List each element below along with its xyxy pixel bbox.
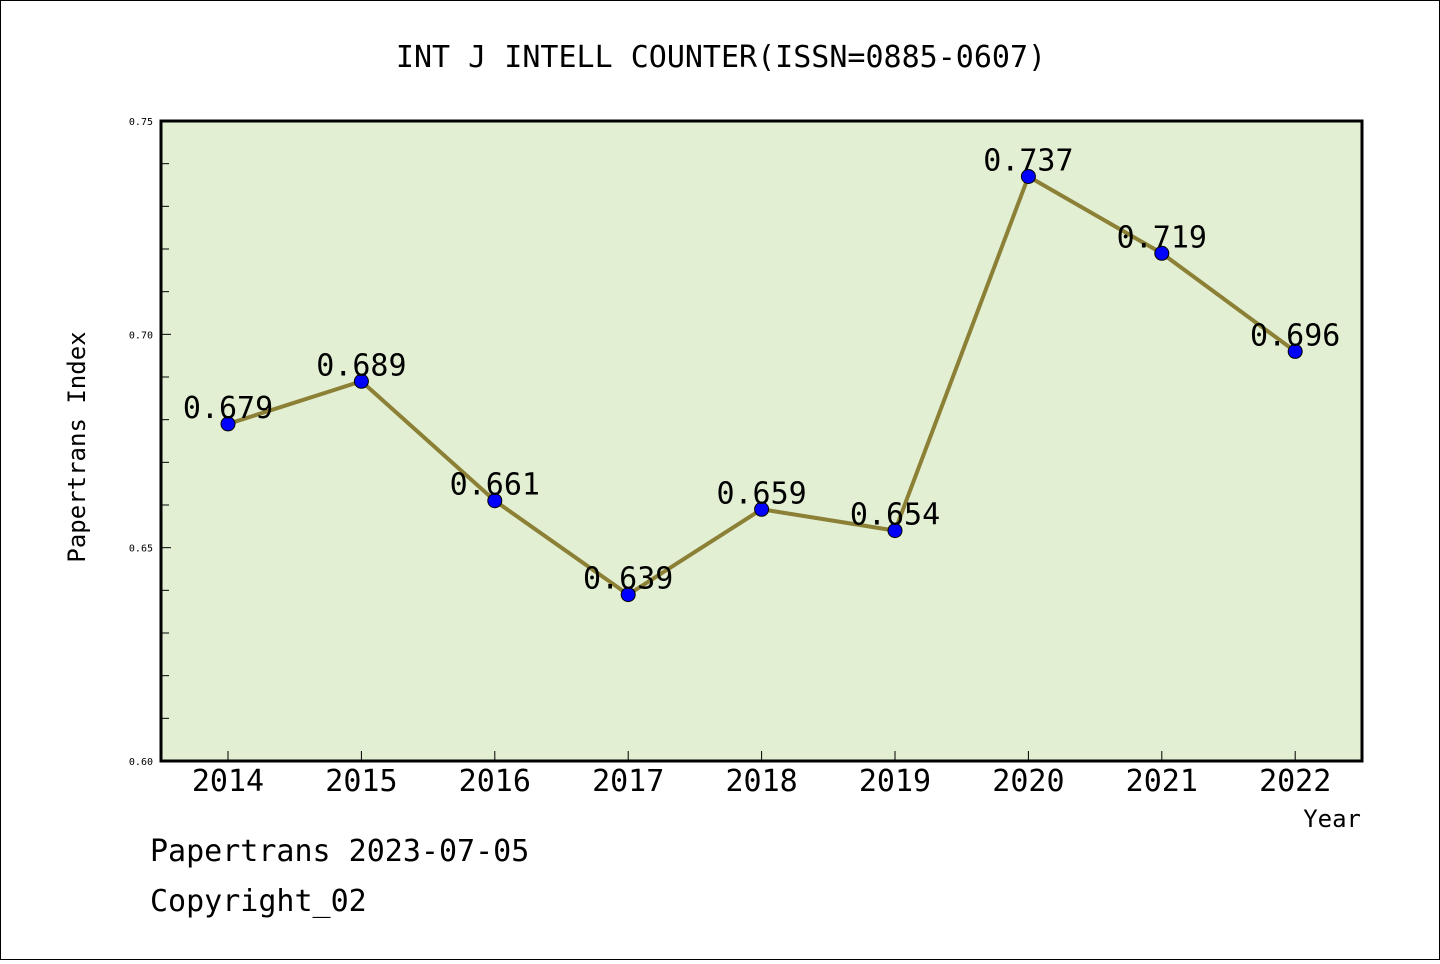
- data-label: 0.661: [450, 468, 540, 503]
- data-label: 0.696: [1250, 318, 1340, 353]
- data-label: 0.654: [850, 498, 940, 533]
- x-tick-label: 2018: [725, 764, 797, 799]
- data-label: 0.659: [716, 476, 806, 511]
- x-axis-ticks: 2014 2015 2016 2017 2018 2019 2020 2021 2022: [192, 751, 1331, 799]
- x-tick-label: 2020: [992, 764, 1064, 799]
- x-tick-label: 2019: [859, 764, 931, 799]
- x-tick-label: 2021: [1126, 764, 1198, 799]
- data-point: [620, 587, 636, 603]
- data-point: [353, 373, 369, 389]
- x-axis-label: Year: [1303, 805, 1361, 833]
- y-tick-label: 0.60: [129, 757, 153, 768]
- data-label: 0.719: [1117, 220, 1207, 255]
- chart-title: INT J INTELL COUNTER(ISSN=0885-0607): [396, 40, 1046, 75]
- y-tick-label: 0.75: [129, 117, 153, 128]
- data-labels: 0.679 0.689 0.661 0.639 0.659 0.654 0.737 0.719…: [183, 143, 1341, 596]
- data-point: [1020, 168, 1036, 184]
- x-tick-label: 2014: [192, 764, 264, 799]
- data-label: 0.689: [316, 348, 406, 383]
- data-point: [1154, 245, 1170, 261]
- series-markers: [220, 168, 1303, 603]
- plot-area: [159, 119, 1364, 763]
- y-axis-label: Papertrans Index: [63, 331, 91, 562]
- x-tick-label: 2015: [325, 764, 397, 799]
- y-axis-ticks: 0.60 0.65 0.70 0.75: [129, 117, 171, 768]
- data-point: [220, 416, 236, 432]
- footer-copyright-text: Copyright_02: [150, 884, 367, 919]
- data-point: [754, 501, 770, 517]
- x-tick-label: 2017: [592, 764, 664, 799]
- y-tick-label: 0.65: [129, 544, 153, 555]
- data-label: 0.737: [983, 143, 1073, 178]
- data-point: [887, 523, 903, 539]
- data-label: 0.639: [583, 562, 673, 597]
- data-point: [487, 493, 503, 509]
- data-label: 0.679: [183, 391, 273, 426]
- footer-date-text: Papertrans 2023-07-05: [150, 834, 530, 869]
- x-tick-label: 2016: [459, 764, 531, 799]
- x-tick-label: 2022: [1259, 764, 1331, 799]
- data-point: [1287, 343, 1303, 359]
- y-tick-label: 0.70: [129, 330, 153, 341]
